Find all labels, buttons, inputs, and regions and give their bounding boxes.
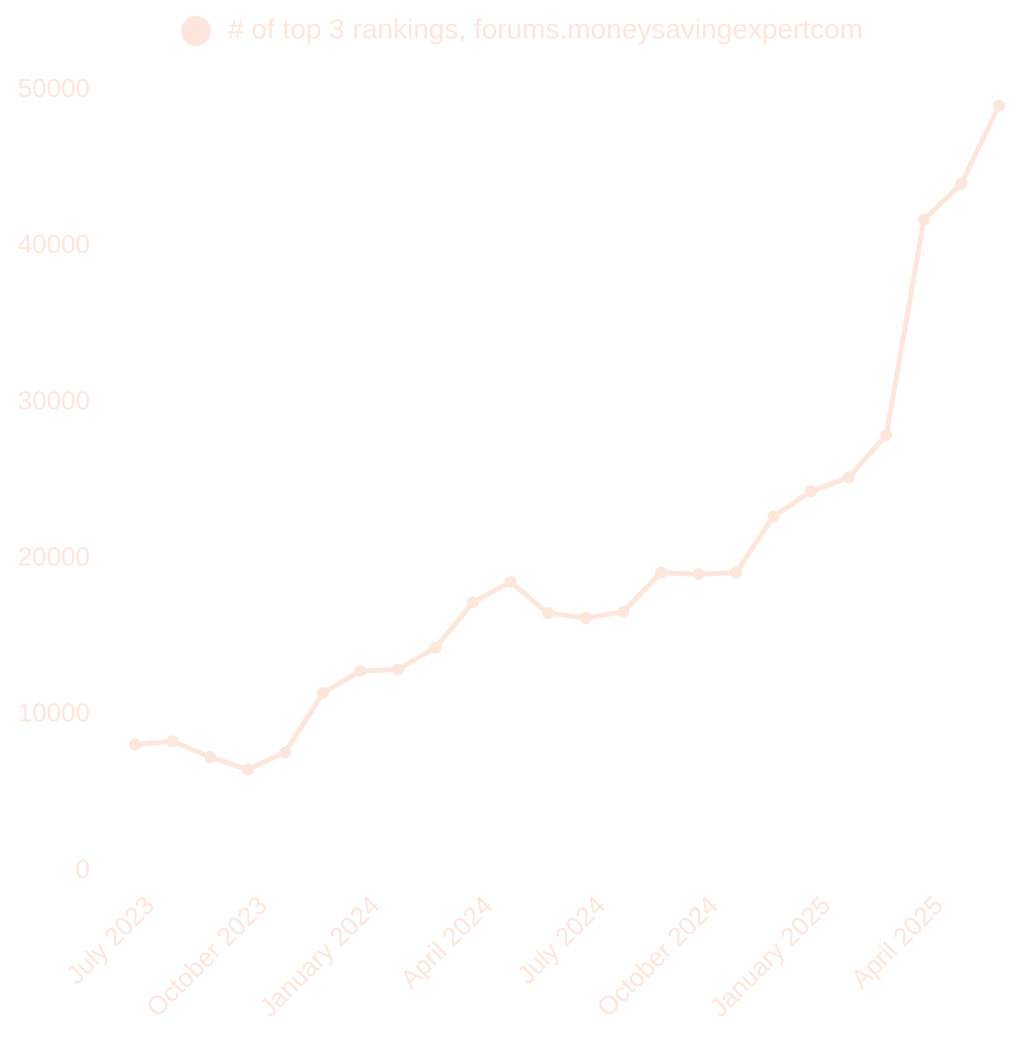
x-tick-label: April 2024 xyxy=(394,890,498,994)
point xyxy=(354,665,367,678)
point xyxy=(805,485,818,498)
legend-label: # of top 3 rankings, forums.moneysavinge… xyxy=(228,13,863,44)
point xyxy=(917,213,930,226)
y-tick-label: 30000 xyxy=(18,385,90,415)
point xyxy=(542,607,555,620)
point xyxy=(241,763,254,776)
x-tick-label: July 2023 xyxy=(60,890,160,990)
point xyxy=(467,596,480,609)
point xyxy=(316,686,329,699)
point xyxy=(692,568,705,581)
point xyxy=(166,735,179,748)
x-tick-label: January 2024 xyxy=(253,890,386,1023)
point xyxy=(955,177,968,190)
point xyxy=(617,605,630,618)
y-tick-label: 40000 xyxy=(18,229,90,259)
point xyxy=(767,510,780,523)
x-tick-label: January 2025 xyxy=(704,890,837,1023)
point xyxy=(504,576,517,589)
x-tick-label: April 2025 xyxy=(845,890,949,994)
point xyxy=(279,746,292,759)
point xyxy=(429,641,442,654)
y-tick-label: 50000 xyxy=(18,73,90,103)
y-tick-label: 10000 xyxy=(18,698,90,728)
point xyxy=(391,663,404,676)
point xyxy=(654,566,667,579)
legend-marker xyxy=(181,16,211,46)
point xyxy=(579,611,592,624)
point xyxy=(880,429,893,442)
point xyxy=(993,99,1005,112)
y-tick-label: 0 xyxy=(76,854,90,884)
point xyxy=(730,566,743,579)
line xyxy=(134,104,1002,772)
point xyxy=(129,738,141,751)
y-tick-label: 20000 xyxy=(18,541,90,571)
point xyxy=(204,750,217,763)
x-tick-label: July 2024 xyxy=(511,890,611,990)
point xyxy=(842,471,855,484)
